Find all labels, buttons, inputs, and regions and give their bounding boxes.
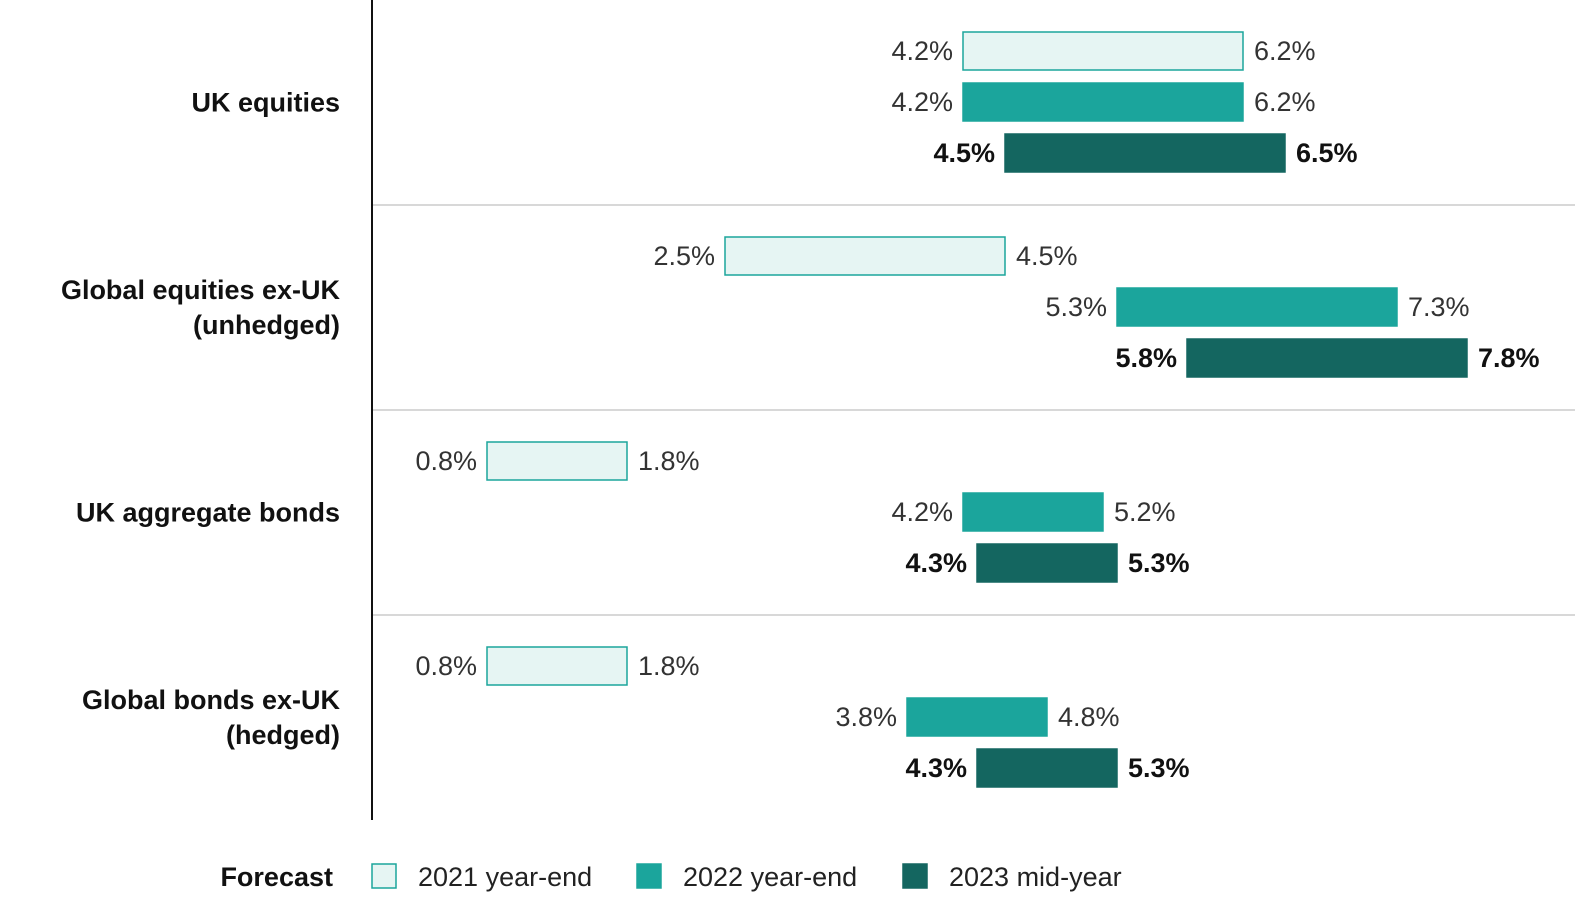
range-low-label: 2.5%	[653, 241, 715, 271]
range-bar	[486, 646, 628, 686]
range-high-label: 5.3%	[1128, 753, 1190, 783]
category-labels: UK equities Global equities ex-UK (unhedge…	[61, 88, 341, 751]
legend: Forecast 2021 year-end 2022 year-end 2023 …	[220, 862, 1121, 892]
range-bar	[976, 748, 1118, 788]
range-bar	[1004, 133, 1286, 173]
range-low-label: 5.3%	[1045, 292, 1107, 322]
range-bar	[724, 236, 1006, 276]
range-high-label: 1.8%	[638, 446, 700, 476]
range-low-label: 4.3%	[905, 548, 967, 578]
range-bar	[486, 441, 628, 481]
range-high-label: 6.2%	[1254, 36, 1316, 66]
range-bars: 4.2% 6.2% 2.5% 4.5% 0.8% 1.8% 0.8% 1.8% 4.2% 6.2%…	[415, 31, 1540, 788]
category-label: (unhedged)	[193, 310, 340, 340]
range-high-label: 7.8%	[1478, 343, 1540, 373]
range-high-label: 6.2%	[1254, 87, 1316, 117]
range-low-label: 3.8%	[835, 702, 897, 732]
category-label: Global bonds ex-UK	[82, 685, 341, 715]
range-low-label: 5.8%	[1115, 343, 1177, 373]
category-separators	[372, 204, 1575, 616]
range-high-label: 5.3%	[1128, 548, 1190, 578]
range-bar	[962, 492, 1104, 532]
range-bar	[962, 82, 1244, 122]
range-low-label: 0.8%	[415, 651, 477, 681]
range-bar	[962, 31, 1244, 71]
category-label: Global equities ex-UK	[61, 275, 341, 305]
range-high-label: 7.3%	[1408, 292, 1470, 322]
range-bar	[1116, 287, 1398, 327]
range-bar	[1186, 338, 1468, 378]
range-high-label: 4.5%	[1016, 241, 1078, 271]
legend-label: 2022 year-end	[683, 862, 857, 892]
legend-swatch	[636, 863, 662, 889]
legend-title: Forecast	[220, 862, 333, 892]
legend-label: 2021 year-end	[418, 862, 592, 892]
range-high-label: 1.8%	[638, 651, 700, 681]
range-low-label: 4.5%	[933, 138, 995, 168]
legend-swatch	[902, 863, 928, 889]
range-low-label: 0.8%	[415, 446, 477, 476]
range-low-label: 4.2%	[891, 36, 953, 66]
category-label: UK equities	[191, 88, 340, 118]
range-bar	[906, 697, 1048, 737]
range-high-label: 6.5%	[1296, 138, 1358, 168]
range-bar	[976, 543, 1118, 583]
legend-swatch	[371, 863, 397, 889]
range-low-label: 4.2%	[891, 497, 953, 527]
category-label: UK aggregate bonds	[76, 498, 340, 528]
category-label: (hedged)	[226, 720, 340, 750]
range-low-label: 4.2%	[891, 87, 953, 117]
legend-label: 2023 mid-year	[949, 862, 1122, 892]
range-high-label: 5.2%	[1114, 497, 1176, 527]
range-high-label: 4.8%	[1058, 702, 1120, 732]
range-low-label: 4.3%	[905, 753, 967, 783]
legend-items: 2021 year-end 2022 year-end 2023 mid-year	[371, 862, 1122, 892]
